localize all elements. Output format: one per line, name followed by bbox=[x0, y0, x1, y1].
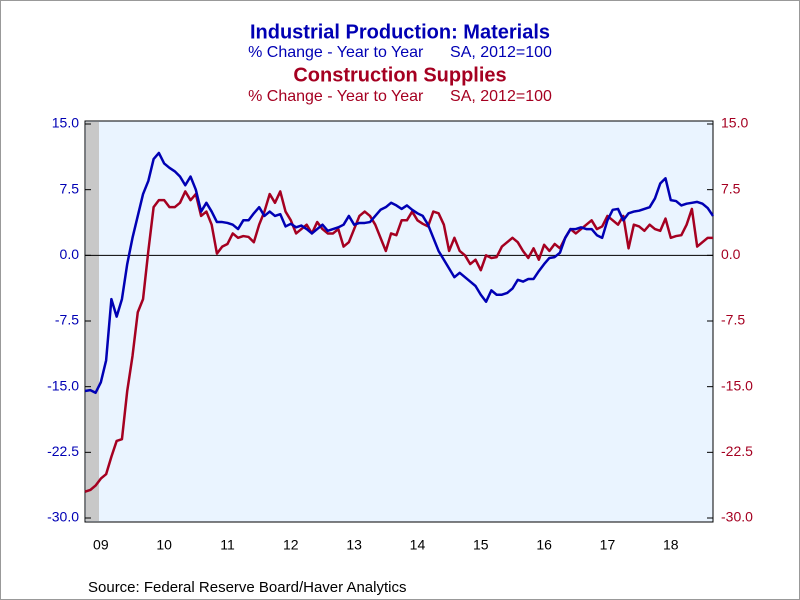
series-subtitle: % Change - Year to Year SA, 2012=100 bbox=[248, 88, 552, 105]
y-tick-label: -15.0 bbox=[47, 377, 79, 393]
x-tick-label: 11 bbox=[220, 537, 235, 553]
x-tick-label: 16 bbox=[536, 537, 552, 553]
x-tick-label: 17 bbox=[600, 537, 616, 553]
series-line bbox=[84, 151, 715, 395]
y-tick-label: 15.0 bbox=[52, 115, 79, 131]
x-tick-label: 15 bbox=[473, 537, 489, 553]
series-title: Construction Supplies bbox=[293, 64, 506, 86]
source: Source: Federal Reserve Board/Haver Anal… bbox=[88, 579, 406, 596]
x-tick-label: 09 bbox=[93, 537, 109, 553]
recession-shade bbox=[86, 122, 99, 521]
x-tick-label: 12 bbox=[283, 537, 299, 553]
y-tick-label: -7.5 bbox=[55, 312, 79, 328]
y-tick-label: -22.5 bbox=[721, 443, 753, 459]
y-tick-label: 15.0 bbox=[721, 115, 748, 131]
y-tick-label: 0.0 bbox=[60, 246, 80, 262]
series-subtitle: % Change - Year to Year SA, 2012=100 bbox=[248, 44, 552, 61]
series-title: Industrial Production: Materials bbox=[250, 21, 550, 43]
y-tick-label: -30.0 bbox=[721, 509, 753, 525]
y-tick-label: -7.5 bbox=[721, 312, 745, 328]
y-tick-label: 7.5 bbox=[721, 180, 741, 196]
y-tick-label: -30.0 bbox=[47, 509, 79, 525]
y-tick-label: -15.0 bbox=[721, 377, 753, 393]
x-tick-label: 14 bbox=[410, 537, 426, 553]
x-tick-label: 18 bbox=[663, 537, 679, 553]
x-tick-label: 13 bbox=[346, 537, 362, 553]
y-tick-label: 0.0 bbox=[721, 246, 741, 262]
y-tick-label: -22.5 bbox=[47, 443, 79, 459]
x-tick-label: 10 bbox=[156, 537, 172, 553]
y-tick-label: 7.5 bbox=[60, 180, 80, 196]
plot-area bbox=[84, 120, 714, 523]
